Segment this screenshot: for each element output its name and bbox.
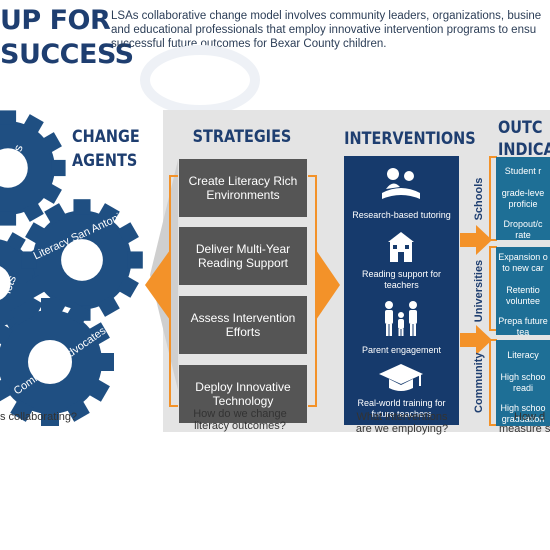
- strategies-caption-line-1: How do we change: [193, 408, 287, 420]
- strategy-label: Assess Intervention Efforts: [190, 311, 296, 339]
- outcome-item: Literacy: [507, 350, 539, 360]
- strategy-box-assess: Assess Intervention Efforts: [179, 296, 307, 354]
- strategy-label: Deliver Multi-Year Reading Support: [195, 242, 291, 270]
- outcomes-heading: OUTC INDICA: [498, 117, 550, 161]
- intervention-label-parents: Parent engagement: [361, 345, 442, 355]
- outcome-arrows: [460, 225, 492, 355]
- outcome-box-universities: Expansion o to new car Retentio voluntee…: [496, 247, 550, 335]
- outcome-item: Dropout/c rate: [503, 219, 543, 240]
- interventions-caption: What interventions are we employing?: [337, 411, 467, 435]
- gear-cluster: ities Literacy San Antonio, Inc. icts Co…: [0, 110, 150, 426]
- outcome-item: High schoo readi: [500, 372, 546, 393]
- interventions-caption-line-2: are we employing?: [355, 423, 449, 435]
- outcome-box-schools: Student r grade-leve proficie Dropout/c …: [496, 157, 550, 240]
- group-label-schools: Schools: [473, 177, 485, 221]
- gear-label-left: icts: [0, 274, 19, 296]
- gear-label-top: ities: [5, 143, 25, 168]
- strategy-brackets: [145, 175, 340, 407]
- change-agents-heading: CHANGE AGENTS: [72, 125, 140, 173]
- agents-heading-line-2: AGENTS: [72, 151, 138, 171]
- outcomes-caption: How d measure s: [490, 411, 550, 435]
- outcome-item: Prepa future tea: [498, 316, 548, 335]
- outcome-item: Expansion o to new car: [498, 252, 548, 273]
- school-icon: [388, 232, 414, 262]
- strategies-caption-line-2: literacy outcomes?: [194, 420, 286, 432]
- group-label-community: Community: [473, 352, 485, 414]
- outcomes-heading-line-2: INDICA: [498, 140, 550, 160]
- interventions-heading: INTERVENTIONS: [344, 129, 476, 149]
- strategy-box-reading-support: Deliver Multi-Year Reading Support: [179, 227, 307, 285]
- outcome-group-brackets: [489, 156, 497, 426]
- left-orange-arrow: [145, 250, 170, 320]
- graduation-cap-icon: [379, 364, 423, 391]
- intervention-label-teachers: Reading support for teachers: [361, 269, 442, 290]
- outcomes-caption-line-1: How d: [514, 411, 546, 423]
- strategies-caption: How do we change literacy outcomes?: [170, 408, 310, 432]
- agents-caption: s collaborating?: [0, 411, 78, 423]
- reading-icon: [382, 168, 420, 199]
- strategy-label: Create Literacy Rich Environments: [188, 174, 298, 202]
- outcomes-caption-line-2: measure s: [499, 423, 550, 435]
- family-icon: [385, 301, 417, 336]
- interventions-caption-line-1: What interventions: [356, 411, 448, 423]
- strategy-box-technology: Deploy Innovative Technology: [179, 365, 307, 423]
- outcome-box-community: Literacy High schoo readi High schoo gra…: [496, 340, 550, 426]
- outcome-item: Student r: [504, 166, 542, 176]
- outcome-item: Retentio voluntee: [505, 285, 541, 306]
- group-label-universities: Universities: [473, 259, 485, 323]
- intro-text: LSAs collaborative change model involves…: [111, 9, 550, 51]
- title-line-2: SUCCESS: [0, 39, 134, 70]
- right-orange-arrow: [316, 250, 340, 320]
- page-title: UP FOR SUCCESS: [0, 4, 134, 72]
- intro-line-1: LSAs collaborative change model involves…: [111, 10, 542, 22]
- outcome-item: grade-leve proficie: [501, 188, 545, 209]
- strategy-box-literacy-environments: Create Literacy Rich Environments: [179, 159, 307, 217]
- outcome-item: High schoo graduation: [500, 403, 546, 424]
- intro-line-2: and educational professionals that emplo…: [111, 24, 537, 36]
- strategy-label: Deploy Innovative Technology: [195, 380, 291, 408]
- intervention-label-training: Real-world training for future teachers: [357, 398, 446, 419]
- agents-heading-line-1: CHANGE: [72, 127, 140, 147]
- title-line-1: UP FOR: [0, 5, 111, 36]
- strategies-heading: STRATEGIES: [192, 127, 292, 147]
- intervention-label-tutoring: Research-based tutoring: [352, 210, 451, 220]
- outcomes-heading-line-1: OUTC: [498, 118, 543, 138]
